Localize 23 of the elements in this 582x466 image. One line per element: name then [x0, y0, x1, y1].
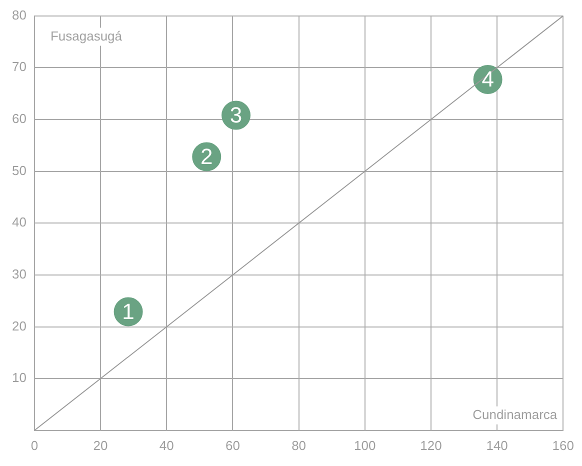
y-tick-label: 60: [12, 111, 26, 126]
x-tick-label: 140: [486, 438, 508, 453]
x-tick-label: 40: [159, 438, 174, 453]
y-tick-label: 30: [12, 266, 26, 282]
y-tick-label: 80: [12, 7, 26, 22]
x-tick-label: 0: [30, 438, 38, 453]
annotation: 1: [122, 298, 134, 324]
y-axis-title: Fusagasugá: [50, 28, 123, 44]
x-tick-label: 20: [93, 438, 108, 453]
y-tick-label: 10: [12, 370, 26, 386]
annotation: 2: [200, 144, 213, 169]
annotation: 3: [230, 102, 242, 128]
x-tick-label: 120: [420, 438, 442, 453]
x-tick-label: 100: [354, 438, 376, 453]
y-tick-label: 70: [12, 59, 26, 74]
y-tick-label: 40: [12, 214, 26, 230]
y-tick-label: 50: [12, 162, 26, 178]
annotation: 4: [482, 66, 494, 92]
y-tick-label: 20: [12, 318, 26, 334]
x-tick-label: 160: [552, 438, 574, 453]
x-tick-label: 60: [225, 438, 240, 453]
x-axis-title: Cundinamarca: [472, 406, 558, 422]
x-tick-label: 80: [292, 438, 306, 453]
